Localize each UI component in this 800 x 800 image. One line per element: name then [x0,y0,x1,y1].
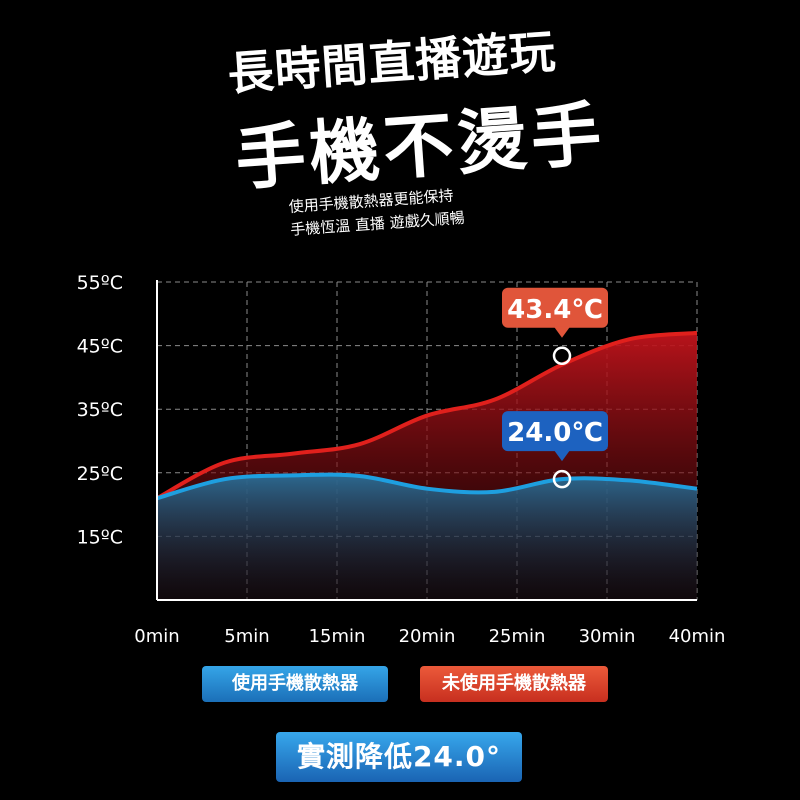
value-callout-pointer [554,326,570,338]
x-tick-label: 15min [309,626,366,647]
data-point-marker [552,346,572,366]
y-tick-label: 15ºC [77,526,123,548]
value-callout-box [502,287,608,328]
series-line [156,330,698,501]
value-callout-label: 24.0℃ [507,418,603,448]
y-tick-label: 45ºC [77,336,123,358]
y-tick-label: 35ºC [77,399,123,421]
series-area [157,474,697,600]
y-tick-label: 55ºC [77,272,123,294]
x-tick-label: 30min [579,626,636,647]
value-callout-label: 43.4℃ [507,295,603,325]
x-tick-label: 20min [399,626,456,647]
x-tick-label: 40min [669,626,726,647]
result-badge: 實測降低24.0° [276,732,522,782]
legend-with-cooler: 使用手機散熱器 [202,666,388,702]
x-tick-label: 5min [224,626,269,647]
value-callout-pointer [554,450,570,462]
x-tick-label: 25min [489,626,546,647]
temperature-chart: 15ºC 25ºC 35ºC 45ºC 55ºC 0min 5min 15min 20min 25… [77,272,726,647]
data-point-marker [552,469,572,489]
y-tick-label: 25ºC [77,463,123,485]
legend-without-cooler: 未使用手機散熱器 [420,666,608,702]
value-callout-box [502,411,608,452]
series-line [156,472,698,501]
x-tick-label: 0min [134,626,179,647]
